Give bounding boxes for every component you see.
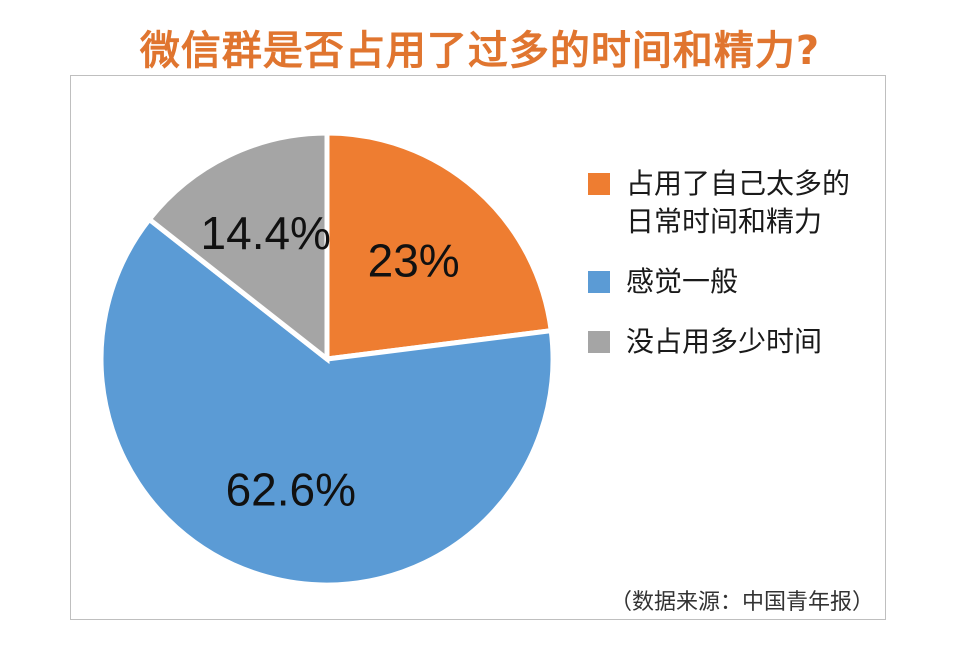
legend-label-occupied: 占用了自己太多的日常时间和精力 <box>626 167 851 238</box>
pie-label-average: 62.6% <box>226 464 356 516</box>
legend-label-average: 感觉一般 <box>626 265 739 298</box>
legend-label-little: 没占用多少时间 <box>626 325 823 358</box>
chart-title: 微信群是否占用了过多的时间和精力? <box>139 28 821 74</box>
chart-frame <box>70 75 886 620</box>
legend: 占用了自己太多的日常时间和精力 感觉一般 没占用多少时间 <box>588 165 878 383</box>
legend-swatch-occupied <box>588 173 610 195</box>
pie-slice-average <box>98 215 556 588</box>
legend-item-little: 没占用多少时间 <box>588 323 878 361</box>
legend-item-occupied: 占用了自己太多的日常时间和精力 <box>588 165 878 241</box>
legend-item-average: 感觉一般 <box>588 263 878 301</box>
pie-label-little: 14.4% <box>201 207 331 259</box>
pie-label-occupied: 23% <box>368 235 460 287</box>
legend-swatch-little <box>588 331 610 353</box>
data-source-note: （数据来源：中国青年报） <box>609 590 874 615</box>
pie-slice-little <box>145 130 330 365</box>
legend-swatch-average <box>588 271 610 293</box>
pie-slice-occupied <box>324 130 555 362</box>
